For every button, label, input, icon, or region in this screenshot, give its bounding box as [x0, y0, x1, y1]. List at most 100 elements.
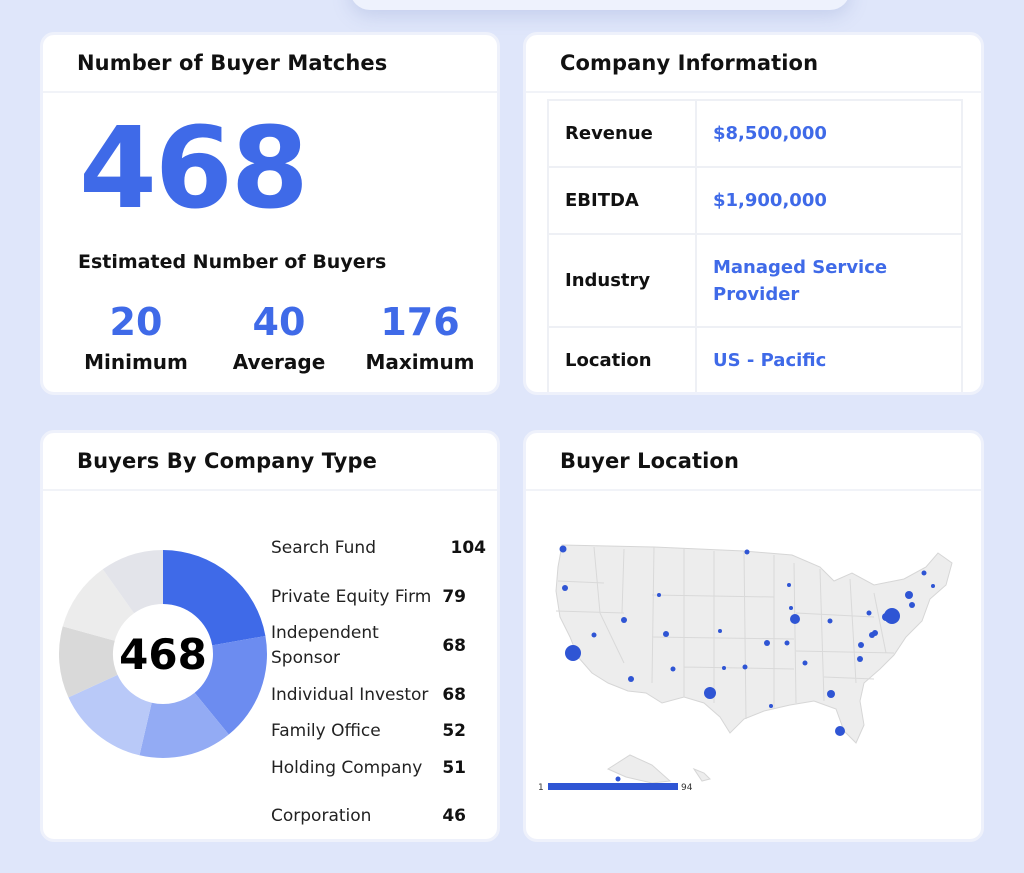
buyer-location-dot[interactable] [835, 726, 845, 736]
type-value: 68 [442, 636, 466, 656]
donut-slice[interactable] [59, 626, 118, 698]
buyer-location-dot[interactable] [628, 676, 634, 682]
stat-minimum-label: Minimum [84, 350, 188, 374]
type-value: 51 [442, 758, 466, 778]
buyer-location-dot[interactable] [764, 640, 770, 646]
buyer-location-dot[interactable] [742, 664, 748, 670]
buyer-matches-total: 468 [79, 104, 309, 234]
buyer-location-dot[interactable] [858, 642, 864, 648]
table-row: Revenue $8,500,000 [547, 99, 963, 168]
type-label: Private Equity Firm [271, 587, 432, 607]
buyer-matches-card: Number of Buyer Matches 468 Estimated Nu… [40, 32, 500, 395]
buyer-location-dot[interactable] [591, 632, 597, 638]
buyer-location-dot[interactable] [827, 618, 833, 624]
buyer-location-dot[interactable] [704, 687, 716, 699]
buyer-location-dot[interactable] [559, 545, 567, 553]
buyer-location-dot[interactable] [562, 585, 568, 591]
buyer-matches-title: Number of Buyer Matches [77, 51, 388, 75]
buyer-location-dot[interactable] [722, 666, 726, 670]
stat-minimum: 20 Minimum [71, 298, 201, 374]
buyer-location-dot[interactable] [931, 584, 935, 588]
buyer-location-dot[interactable] [905, 591, 913, 599]
company-type-header: Buyers By Company Type [43, 433, 497, 491]
buyer-location-dot[interactable] [657, 593, 661, 597]
buyer-location-dot[interactable] [787, 583, 791, 587]
us-map[interactable] [534, 533, 974, 793]
company-type-donut: 468 [57, 548, 269, 760]
type-label: Holding Company [271, 758, 423, 778]
buyer-location-title: Buyer Location [560, 449, 739, 473]
table-row: Industry Managed Service Provider [547, 233, 963, 328]
type-label: Independent Sponsor [271, 623, 379, 668]
company-info-table: Revenue $8,500,000 EBITDA $1,900,000 Ind… [547, 99, 963, 392]
top-banner-edge [350, 0, 850, 10]
donut-slice[interactable] [139, 692, 229, 758]
buyer-location-dot[interactable] [670, 666, 676, 672]
buyer-location-dot[interactable] [857, 656, 863, 662]
company-type-card: Buyers By Company Type 468 Search Fund 1… [40, 430, 500, 842]
stat-average-value: 40 [252, 300, 306, 344]
buyer-location-dot[interactable] [621, 617, 627, 623]
buyer-location-dot[interactable] [869, 632, 875, 638]
type-value: 68 [442, 685, 466, 705]
buyer-location-dot[interactable] [769, 704, 773, 708]
stat-average-label: Average [232, 350, 326, 374]
donut-slice[interactable] [102, 550, 163, 614]
company-info-title: Company Information [560, 51, 819, 75]
donut-center-total: 468 [119, 629, 207, 679]
type-value: 79 [442, 587, 466, 607]
buyer-location-dot[interactable] [866, 610, 872, 616]
list-item: Independent Sponsor 68 [271, 621, 486, 673]
legend-scale-bar [548, 783, 678, 790]
company-type-title: Buyers By Company Type [77, 449, 377, 473]
buyer-location-dot[interactable] [664, 632, 668, 636]
buyer-location-dot[interactable] [827, 690, 835, 698]
stat-maximum-label: Maximum [365, 350, 475, 374]
industry-key: Industry [547, 233, 697, 328]
stat-average: 40 Average [214, 298, 344, 374]
buyer-location-dot[interactable] [789, 606, 793, 610]
location-value: US - Pacific [695, 326, 963, 392]
donut-slice[interactable] [194, 635, 267, 735]
table-row: Location US - Pacific [547, 326, 963, 392]
type-value: 46 [442, 806, 466, 826]
location-key: Location [547, 326, 697, 392]
company-info-card: Company Information Revenue $8,500,000 E… [523, 32, 984, 395]
type-label: Individual Investor [271, 685, 429, 705]
buyer-location-dot[interactable] [884, 608, 900, 624]
buyer-location-dot[interactable] [744, 549, 750, 555]
buyer-location-card: Buyer Location 1 94 [523, 430, 984, 842]
company-info-header: Company Information [526, 35, 981, 93]
revenue-value: $8,500,000 [695, 99, 963, 168]
buyer-location-dot[interactable] [718, 629, 722, 633]
donut-slice[interactable] [163, 550, 266, 646]
donut-slice[interactable] [62, 569, 135, 641]
state-borders [555, 546, 895, 784]
legend-max-label: 94 [681, 783, 693, 793]
revenue-key: Revenue [547, 99, 697, 168]
buyer-location-dot[interactable] [909, 602, 915, 608]
buyer-location-dot[interactable] [565, 645, 581, 661]
buyer-location-dot[interactable] [790, 614, 800, 624]
industry-value: Managed Service Provider [695, 233, 963, 328]
buyer-location-dot[interactable] [615, 776, 621, 782]
buyer-location-dot[interactable] [802, 660, 808, 666]
ebitda-value: $1,900,000 [695, 166, 963, 235]
type-label: Search Fund [271, 538, 376, 558]
buyer-location-header: Buyer Location [526, 433, 981, 491]
type-label: Corporation [271, 806, 372, 826]
type-value: 104 [450, 538, 487, 558]
buyer-location-dot[interactable] [921, 570, 927, 576]
donut-slice[interactable] [68, 674, 152, 756]
buyer-location-dots [559, 545, 935, 782]
estimated-buyers-label: Estimated Number of Buyers [78, 251, 387, 273]
legend-min-label: 1 [538, 783, 544, 793]
stat-maximum: 176 Maximum [355, 298, 485, 374]
type-label: Family Office [271, 721, 381, 741]
buyer-location-dot[interactable] [784, 640, 790, 646]
table-row: EBITDA $1,900,000 [547, 166, 963, 235]
stat-minimum-value: 20 [109, 300, 163, 344]
donut-chart [59, 550, 267, 758]
ebitda-key: EBITDA [547, 166, 697, 235]
stat-maximum-value: 176 [380, 300, 460, 344]
